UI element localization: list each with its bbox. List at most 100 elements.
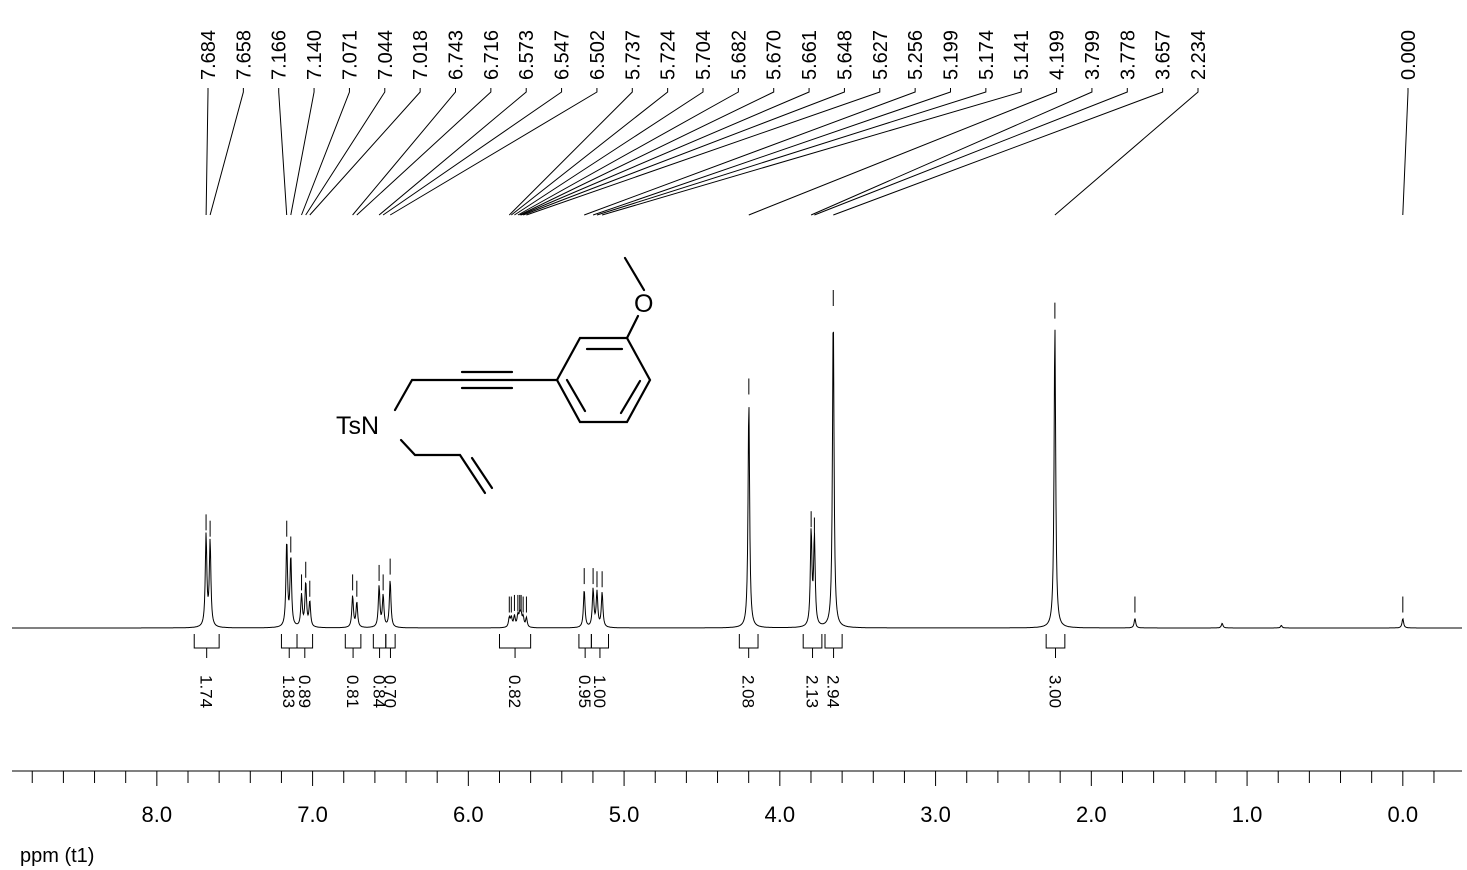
peak-label-connector [306, 88, 385, 215]
integral-bracket [297, 634, 313, 658]
peak-label-connector [1055, 88, 1198, 215]
peak-label: 5.174 [976, 30, 998, 80]
peak-label: 6.716 [481, 30, 503, 80]
methoxy-bond [625, 258, 644, 290]
integral-label: 0.82 [505, 675, 524, 708]
peak-label-connector [206, 88, 208, 215]
integral-label: 2.13 [803, 675, 822, 708]
molecule-structure: O TsN [336, 258, 653, 493]
peak-label: 6.547 [552, 30, 574, 80]
peak-label: 3.799 [1082, 30, 1104, 80]
spectrum-layer [12, 290, 1462, 628]
peak-label: 7.140 [304, 30, 326, 80]
integral-label: 0.81 [343, 675, 362, 708]
peak-label-connector [520, 88, 774, 215]
peak-label: 7.658 [233, 30, 255, 80]
peak-label-connector [302, 88, 350, 215]
integral-bracket [591, 634, 608, 658]
integral-bracket [825, 634, 842, 658]
peak-label: 5.724 [658, 30, 680, 80]
integral-bracket [499, 634, 530, 658]
benzene-ring [557, 338, 650, 422]
integral-bracket [373, 634, 385, 658]
peak-label: 6.743 [446, 30, 468, 80]
peak-label: 6.573 [516, 30, 538, 80]
integral-bracket [386, 634, 395, 658]
x-axis-label: ppm (t1) [20, 845, 94, 867]
peak-label-connector [291, 88, 314, 215]
peak-label-connector [521, 88, 809, 215]
peak-label: 5.670 [764, 30, 786, 80]
peak-label: 5.256 [905, 30, 927, 80]
peak-label: 5.648 [834, 30, 856, 80]
peak-label: 4.199 [1047, 30, 1069, 80]
x-tick-label: 1.0 [1232, 802, 1263, 827]
peak-label: 5.704 [693, 30, 715, 80]
x-tick-label: 8.0 [142, 802, 173, 827]
integral-bracket [194, 634, 219, 658]
peak-label-connector [602, 88, 1021, 215]
peak-label: 5.682 [728, 30, 750, 80]
peak-label: 5.737 [622, 30, 644, 80]
peak-label-connector [357, 88, 491, 215]
peak-label: 5.661 [799, 30, 821, 80]
peak-label-connector [749, 88, 1057, 215]
spectrum-trace [12, 330, 1462, 628]
peak-label-connector [1403, 88, 1408, 215]
x-axis: 8.0 7.0 6.0 5.0 4.0 3.0 2.0 1.0 0.0 [12, 771, 1462, 827]
peak-label: 5.199 [941, 30, 963, 80]
x-tick-label: 2.0 [1076, 802, 1107, 827]
peak-label-connector [593, 88, 950, 215]
peak-label: 3.778 [1117, 30, 1139, 80]
peak-label-connector [353, 88, 456, 215]
peak-label-connector [379, 88, 526, 215]
integral-bracket [1046, 634, 1065, 658]
peak-label-connector [526, 88, 879, 215]
peak-label: 7.018 [410, 30, 432, 80]
oxygen-atom-label: O [634, 290, 653, 318]
integral-layer: 1.74 1.830.89 0.81 0.840.70 0.82 0.951.00 2.08… [194, 634, 1065, 708]
peak-label: 7.044 [375, 30, 397, 80]
peak-label-connector [518, 88, 738, 215]
peak-label: 0.000 [1398, 30, 1420, 80]
peak-label: 2.234 [1188, 30, 1210, 80]
integral-label: 0.89 [295, 675, 314, 708]
x-tick-label: 5.0 [609, 802, 640, 827]
allyl-chain [401, 440, 492, 493]
peak-label: 7.071 [339, 30, 361, 80]
integral-label: 1.00 [590, 675, 609, 708]
peak-label: 7.684 [198, 30, 220, 80]
integral-label: 2.94 [824, 675, 843, 708]
peak-label-connector [514, 88, 703, 215]
peak-label-connector [833, 88, 1162, 215]
peak-label-connector [210, 88, 243, 215]
peak-label-connector [511, 88, 667, 215]
x-tick-label: 7.0 [297, 802, 328, 827]
x-tick-label: 3.0 [920, 802, 951, 827]
integral-bracket [739, 634, 758, 658]
peak-label-connector [811, 88, 1092, 215]
peak-label: 5.627 [870, 30, 892, 80]
integral-bracket [803, 634, 822, 658]
propargyl-chain [395, 380, 462, 410]
peak-label-connector [597, 88, 986, 215]
x-tick-label: 0.0 [1388, 802, 1419, 827]
alkyne-triple-bond [462, 372, 512, 388]
integral-bracket [345, 634, 361, 658]
tsn-label: TsN [336, 412, 379, 440]
peak-label-connector [279, 88, 287, 215]
x-tick-label: 6.0 [453, 802, 484, 827]
peak-label-connector [584, 88, 915, 215]
integral-label: 2.08 [739, 675, 758, 708]
integral-bracket [579, 634, 591, 658]
integral-label: 3.00 [1046, 675, 1065, 708]
integral-label: 1.74 [197, 675, 216, 708]
peak-label: 5.141 [1011, 30, 1033, 80]
integral-bracket [281, 634, 297, 658]
peak-label: 6.502 [587, 30, 609, 80]
peak-label-layer: 7.684 7.658 7.166 7.140 7.071 7.044 7.018 6.743… [198, 30, 1420, 215]
x-tick-label: 4.0 [765, 802, 796, 827]
peak-label: 3.657 [1153, 30, 1175, 80]
integral-label: 0.70 [380, 675, 399, 708]
